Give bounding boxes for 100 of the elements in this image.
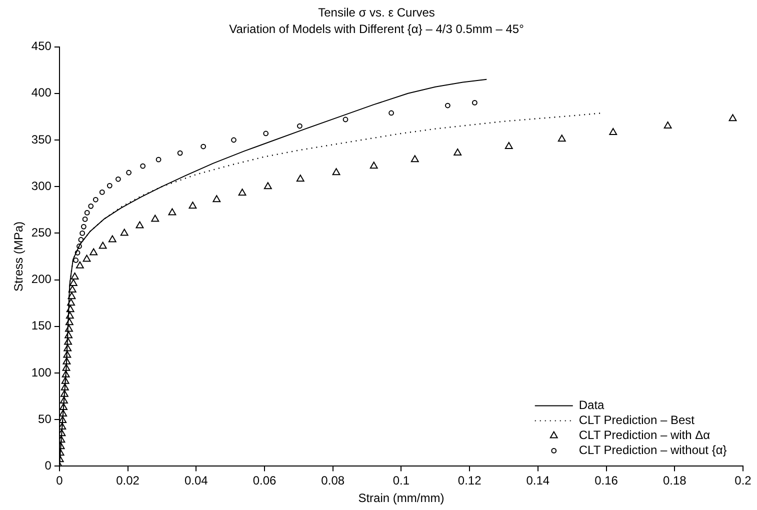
point — [59, 410, 68, 417]
point — [82, 254, 91, 262]
legend-label: CLT Prediction – Best — [578, 413, 696, 428]
point — [60, 402, 68, 410]
point — [263, 130, 269, 136]
point — [342, 116, 348, 122]
point — [64, 331, 73, 338]
y-tick-label: 400 — [31, 86, 52, 100]
point — [200, 144, 206, 150]
x-tick-label: 0.08 — [321, 474, 345, 488]
point — [156, 156, 162, 162]
point — [388, 110, 394, 116]
x-tick-label: 0.04 — [184, 474, 208, 488]
x-tick-label: 0 — [56, 474, 64, 488]
legend-label: CLT Prediction – without {α} — [578, 443, 727, 458]
point — [59, 429, 66, 436]
point — [59, 416, 67, 424]
x-tick-label: 0.14 — [526, 474, 550, 488]
point — [82, 216, 88, 222]
point — [370, 162, 378, 169]
point — [108, 235, 116, 242]
y-axis-title: Stress (MPa) — [12, 221, 26, 292]
point — [59, 422, 66, 430]
point — [66, 305, 74, 312]
point — [60, 383, 69, 390]
point — [61, 376, 70, 384]
y-tick-label: 350 — [31, 132, 52, 146]
point — [60, 396, 68, 404]
legend-label: CLT Prediction – with Δα — [578, 428, 710, 442]
point — [84, 210, 90, 216]
point — [68, 286, 76, 293]
point — [63, 350, 72, 358]
point — [62, 364, 70, 371]
point — [73, 258, 79, 263]
chart-title: Tensile σ vs. ε Curves — [318, 6, 435, 20]
point — [60, 390, 68, 397]
point — [296, 174, 304, 182]
point — [92, 196, 98, 202]
y-tick-label: 50 — [38, 412, 52, 426]
point — [558, 134, 566, 142]
point — [231, 137, 236, 143]
point — [99, 189, 105, 195]
point — [88, 203, 94, 209]
point — [74, 250, 80, 256]
point — [238, 188, 246, 196]
point — [332, 168, 340, 176]
point — [151, 214, 160, 222]
point — [76, 261, 84, 268]
x-tick-label: 0.02 — [116, 474, 140, 488]
point — [212, 195, 221, 202]
point — [116, 176, 121, 182]
point — [472, 100, 478, 106]
point — [98, 242, 107, 249]
point — [66, 312, 74, 319]
point — [106, 182, 112, 188]
x-tick-label: 0.18 — [662, 474, 687, 488]
point — [140, 163, 146, 169]
point — [80, 224, 86, 230]
point — [62, 370, 70, 378]
y-tick-label: 250 — [31, 226, 52, 240]
point — [69, 279, 78, 286]
point — [454, 148, 462, 156]
x-tick-label: 0.16 — [594, 474, 618, 488]
point — [410, 155, 419, 162]
point — [67, 298, 76, 306]
point — [264, 182, 272, 190]
y-tick-label: 300 — [31, 178, 52, 193]
point — [80, 230, 86, 236]
y-tick-label: 0 — [44, 458, 52, 473]
point — [126, 170, 132, 176]
y-tick-label: 200 — [31, 272, 52, 286]
point — [136, 221, 144, 228]
point — [65, 324, 73, 332]
chart-subtitle: Variation of Models with Different {α} – 4/3 0.5mm – 45° — [229, 22, 524, 36]
point — [76, 244, 82, 249]
x-tick-label: 0.1 — [392, 474, 410, 488]
point — [444, 102, 450, 108]
x-tick-label: 0.06 — [252, 474, 276, 488]
x-tick-label: 0.12 — [458, 474, 482, 488]
x-axis-title: Strain (mm/mm) — [358, 491, 444, 506]
point — [120, 228, 128, 236]
point — [728, 114, 737, 122]
point — [504, 142, 513, 150]
point — [168, 208, 176, 216]
point — [78, 237, 84, 242]
y-tick-label: 100 — [31, 365, 52, 380]
x-tick-label: 0.2 — [734, 474, 752, 488]
point — [90, 248, 98, 256]
point — [70, 272, 79, 280]
y-tick-label: 450 — [31, 39, 52, 54]
point — [65, 318, 74, 326]
point — [62, 357, 71, 364]
y-tick-label: 150 — [31, 318, 52, 333]
legend-label: Data — [578, 398, 605, 412]
point — [664, 122, 672, 129]
point — [64, 344, 72, 352]
point — [177, 150, 183, 156]
point — [188, 202, 197, 209]
point — [297, 123, 302, 129]
point — [68, 292, 76, 300]
